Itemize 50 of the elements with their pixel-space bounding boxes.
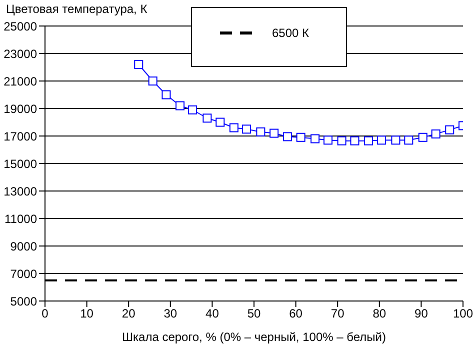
point — [431, 129, 440, 138]
x-tick-label: 80 — [372, 306, 386, 321]
legend: 6500 К — [191, 7, 347, 67]
y-tick-label: 25000 — [4, 19, 38, 34]
point — [350, 136, 360, 146]
point — [376, 136, 386, 145]
y-axis-title: Цветовая температура, К — [6, 2, 148, 16]
y-tick-label: 19000 — [4, 102, 38, 116]
point — [176, 101, 185, 110]
point — [445, 125, 454, 134]
x-tick-label: 70 — [330, 306, 345, 321]
point — [270, 128, 279, 138]
x-tick-label: 50 — [247, 306, 261, 321]
point — [404, 136, 414, 145]
y-tick-label: 17000 — [4, 129, 38, 144]
y-tick-label: 21000 — [4, 74, 38, 88]
y-tick-label: 11000 — [4, 212, 38, 226]
point — [296, 132, 306, 142]
point — [216, 118, 225, 127]
y-tick-label: 23000 — [4, 46, 38, 61]
x-tick-label: 100 — [452, 306, 473, 321]
x-tick-label: 90 — [414, 306, 428, 321]
point — [418, 132, 428, 142]
x-axis-title: Шкала серого, % (0% – черный, 100% – белый) — [122, 330, 386, 344]
x-tick-label: 60 — [289, 306, 303, 321]
point — [282, 132, 292, 142]
y-tick-label: 5000 — [10, 294, 38, 308]
point — [242, 124, 251, 134]
x-tick-label: 40 — [206, 306, 220, 321]
point — [148, 76, 158, 86]
point — [134, 60, 144, 69]
point — [162, 90, 171, 100]
y-tick-label: 9000 — [10, 239, 38, 254]
y-tick-label: 7000 — [10, 266, 38, 281]
point — [310, 134, 320, 144]
x-tick-label: 20 — [122, 306, 136, 321]
point — [337, 136, 346, 146]
point — [256, 127, 266, 136]
point — [323, 136, 332, 145]
x-tick-label: 10 — [80, 306, 94, 321]
point — [391, 136, 400, 145]
legend-label: 6500 К — [272, 26, 310, 40]
y-tick-label: 15000 — [4, 156, 38, 171]
point — [202, 114, 212, 123]
x-tick-label: 0 — [42, 306, 49, 321]
point — [229, 123, 238, 132]
point — [188, 105, 198, 114]
y-tick-label: 13000 — [4, 184, 38, 198]
point — [364, 136, 374, 146]
x-tick-label: 30 — [164, 306, 178, 321]
